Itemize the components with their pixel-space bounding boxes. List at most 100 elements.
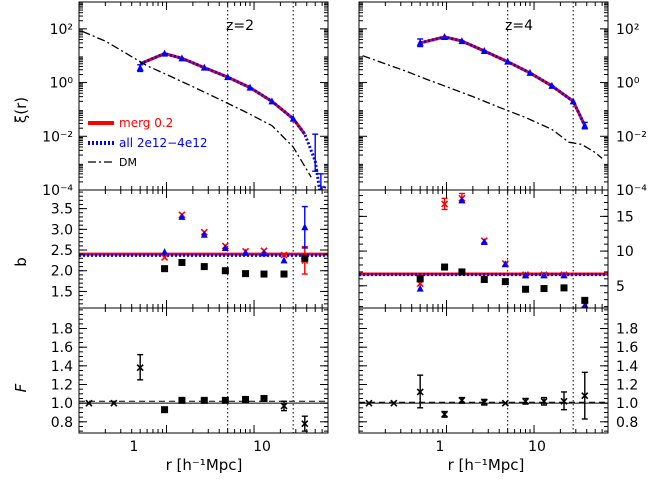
point-square-b-right-18: [441, 263, 449, 271]
panel-b-left: 1.5 2.0 2.5 3.0 3.5: [51, 189, 329, 309]
ytick-label-b-left-3: 3.0: [51, 222, 73, 238]
frame-b-right: [358, 189, 609, 309]
point-square-F-left-3: [161, 406, 169, 414]
point-cross-F-left-1: [110, 399, 118, 407]
plot-area-F-left: [79, 308, 328, 433]
ytick-label-F-right-2: 1.2: [616, 377, 638, 393]
point-triangle-b-left-15: [301, 223, 309, 231]
ytick-label-xi-left-3: 10⁻⁴: [42, 183, 73, 199]
ytick-label-F-right-0: 0.8: [616, 415, 638, 431]
ytick-label-F-left-0: 0.8: [51, 415, 73, 431]
ytick-label-b-right-1: 10: [616, 244, 634, 260]
point-cross-b-left-12: [280, 251, 288, 259]
panel-b-right: 5 10 15: [358, 189, 634, 309]
legend-label-merg: merg 0.2: [119, 116, 173, 130]
point-cross-F-right-10: [581, 392, 589, 400]
ytick-label-b-left-1: 2.0: [51, 264, 73, 280]
ytick-label-F-left-1: 1.0: [51, 396, 73, 412]
frame-xi-left: [78, 1, 329, 191]
point-triangle-b-right-8: [501, 260, 509, 268]
frame-F-left: [78, 307, 329, 434]
point-square-b-left-20: [242, 270, 250, 278]
plot-area-b-right: [359, 190, 608, 308]
ylabel-b: b: [12, 257, 30, 267]
point-triangle-xi-right-0: [416, 38, 424, 46]
frame-F-right: [358, 307, 609, 434]
point-triangle-b-right-1: [416, 284, 424, 292]
point-triangle-b-right-10: [522, 271, 530, 279]
point-cross-F-right-8: [540, 397, 548, 405]
ytick-label-b-left-0: 1.5: [51, 284, 73, 300]
ytick-label-xi-left-0: 10²: [50, 22, 73, 38]
point-square-F-left-7: [242, 395, 250, 403]
frame-xi-right: [358, 1, 609, 191]
series-line-xi-right-2: [362, 55, 603, 159]
plot-area-b-left: [79, 190, 328, 308]
point-triangle-xi-left-4: [224, 73, 232, 81]
ytick-label-F-right-4: 1.6: [616, 340, 638, 356]
point-triangle-b-left-7: [221, 243, 229, 251]
point-cross-F-right-2: [416, 388, 424, 396]
point-cross-F-left-0: [85, 399, 93, 407]
point-triangle-xi-right-5: [526, 68, 534, 76]
point-cross-F-right-9: [560, 397, 568, 405]
ytick-label-F-right-1: 1.0: [616, 396, 638, 412]
point-square-b-left-19: [221, 267, 229, 275]
point-square-F-left-8: [260, 394, 268, 402]
ytick-label-b-right-2: 15: [616, 209, 634, 225]
point-cross-F-left-9: [280, 402, 288, 410]
point-triangle-b-left-11: [260, 249, 268, 257]
point-triangle-xi-left-3: [200, 63, 208, 71]
point-triangle-xi-left-0: [136, 63, 144, 71]
point-cross-F-left-2: [136, 364, 144, 372]
point-square-b-left-18: [200, 263, 208, 271]
point-cross-F-right-5: [480, 398, 488, 406]
ylabel-F: F: [12, 383, 30, 392]
ytick-label-F-left-3: 1.4: [51, 359, 73, 375]
point-square-b-right-19: [458, 268, 466, 276]
point-triangle-b-right-12: [540, 271, 548, 279]
point-triangle-b-right-14: [560, 271, 568, 279]
panel-F-right: 0.8 1.0 1.2 1.4 1.6 1.8: [358, 307, 638, 434]
ytick-label-xi-right-0: 10²: [616, 22, 639, 38]
point-cross-F-right-0: [365, 399, 373, 407]
point-cross-F-right-4: [458, 396, 466, 404]
point-square-b-right-25: [581, 296, 589, 304]
point-square-b-left-21: [260, 270, 268, 278]
ytick-label-F-left-4: 1.6: [51, 340, 73, 356]
point-cross-F-right-3: [441, 410, 449, 418]
point-triangle-b-right-6: [480, 238, 488, 246]
ytick-label-b-left-4: 3.5: [51, 202, 73, 218]
point-square-F-left-6: [221, 396, 229, 404]
point-cross-F-right-7: [521, 397, 530, 405]
ylabel-xi: ξ(r): [12, 97, 30, 123]
ytick-label-xi-right-3: 10⁻⁴: [616, 183, 647, 199]
panel-xi-left: 10² 10⁰ 10⁻² 10⁻⁴: [42, 1, 329, 199]
point-triangle-xi-right-4: [504, 57, 512, 65]
ytick-label-F-right-5: 1.8: [616, 322, 638, 338]
ytick-label-b-right-0: 5: [616, 279, 625, 295]
plot-area-F-right: [359, 308, 608, 433]
point-triangle-xi-right-1: [441, 32, 449, 40]
point-triangle-xi-right-8: [581, 121, 589, 129]
point-triangle-xi-left-6: [268, 97, 276, 105]
point-triangle-xi-right-3: [480, 46, 488, 54]
point-triangle-xi-right-2: [458, 37, 466, 45]
point-square-b-left-23: [301, 254, 309, 262]
point-triangle-b-right-4: [458, 196, 466, 204]
ytick-label-F-left-2: 1.2: [51, 377, 73, 393]
xtick-label-left-10: 10: [253, 439, 271, 455]
ytick-label-xi-right-2: 10⁻²: [616, 129, 647, 145]
point-cross-b-left-1: [161, 253, 169, 262]
point-square-b-left-22: [280, 270, 288, 278]
point-cross-b-right-2: [441, 200, 449, 208]
point-cross-F-right-1: [390, 399, 398, 407]
legend-label-all: all 2e12−4e12: [119, 136, 207, 150]
series-line-xi-left-1: [139, 52, 327, 190]
point-square-b-right-22: [522, 285, 530, 293]
frame-b-left: [78, 189, 329, 309]
series-line-xi-left-2: [82, 30, 312, 178]
point-square-F-left-4: [178, 396, 186, 404]
point-square-b-right-23: [540, 285, 548, 293]
